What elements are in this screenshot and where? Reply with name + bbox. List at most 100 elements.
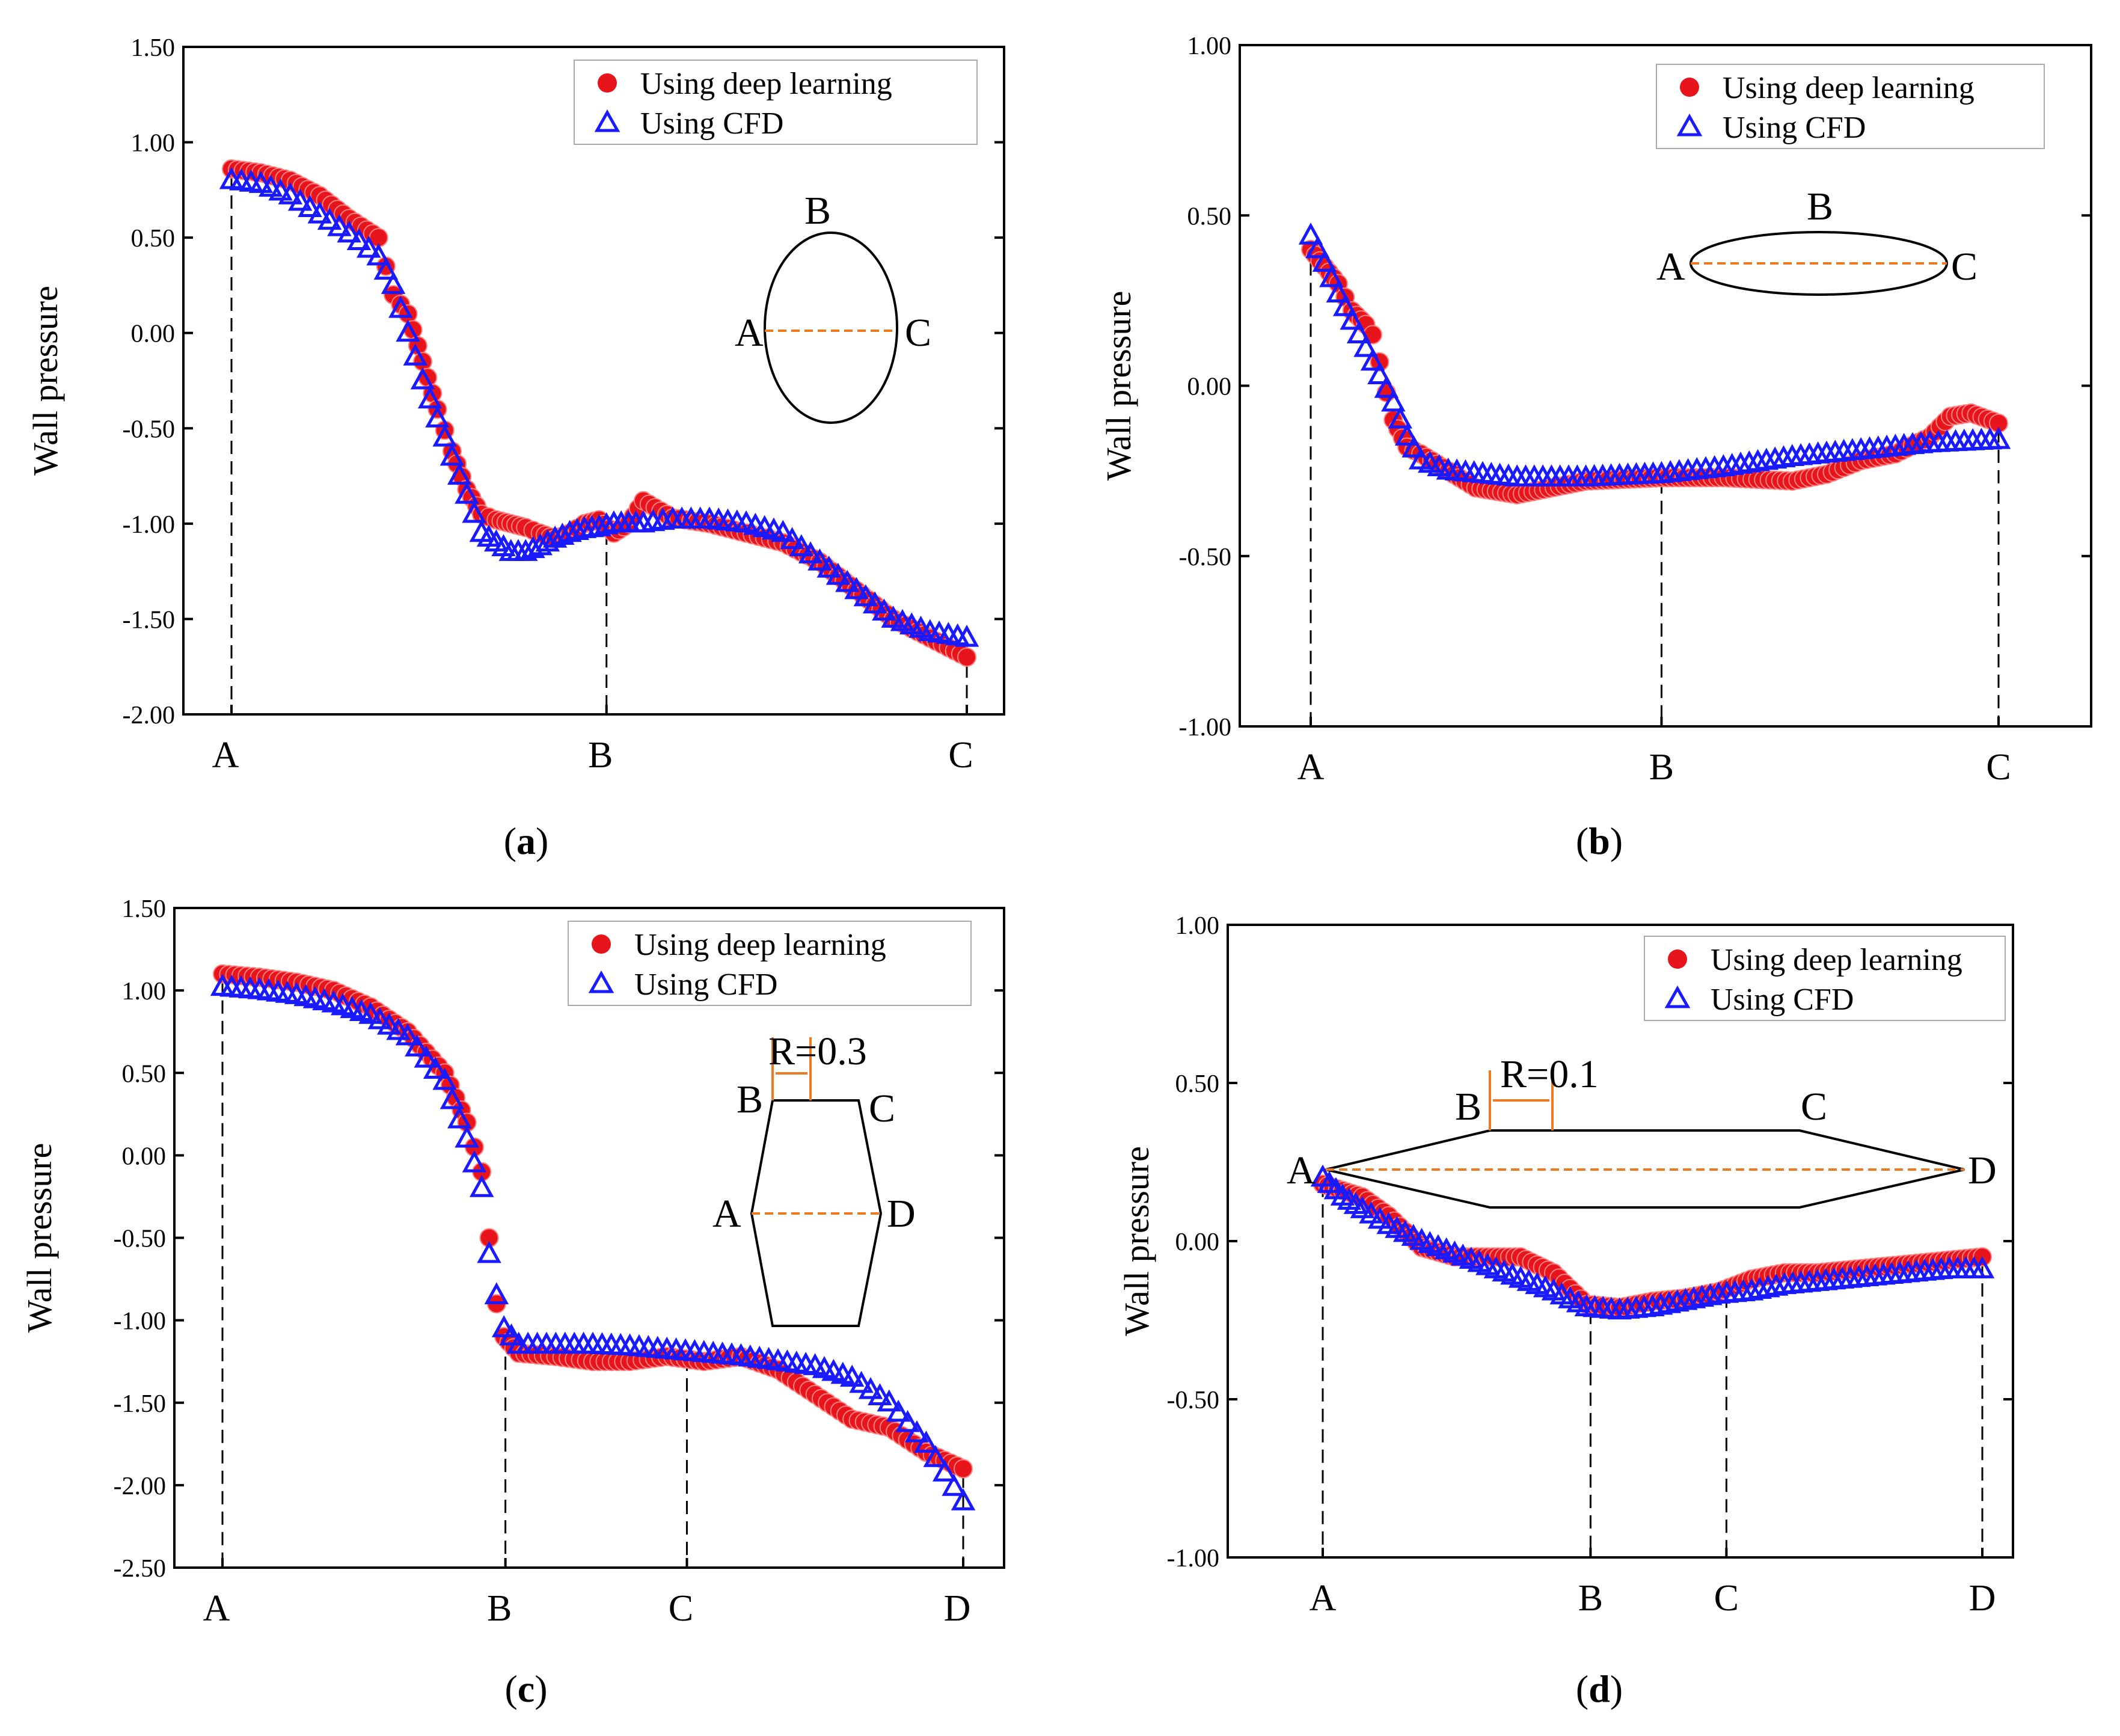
x-category-label: B (487, 1588, 512, 1629)
panel-caption: (c) (504, 1667, 547, 1710)
panel-d: 1.00 0.50 0.00 -0.50 -1.00 Wall pressure A B C D U… (1117, 912, 2014, 1710)
cfd-point (373, 257, 399, 280)
cfd-point (1360, 348, 1385, 371)
shape-inset: A B C (735, 189, 931, 424)
y-tick-label: 0.00 (122, 1143, 167, 1170)
caption-letter: b (1588, 820, 1610, 862)
cfd-point (405, 1034, 429, 1057)
cfd-point (327, 214, 352, 236)
cfd-point (1332, 294, 1358, 316)
panel-c: 1.50 1.00 0.50 0.00 -0.50 -1.00 -1.50 -2.00 -2.5… (20, 895, 1005, 1710)
x-category-label: A (212, 735, 239, 776)
x-category-label: C (1986, 747, 2011, 788)
cfd-point (278, 182, 303, 204)
shape-outline (764, 232, 898, 424)
cfd-point (1346, 321, 1371, 344)
legend-cfd-label: Using CFD (634, 968, 777, 1002)
x-category-label: A (1310, 1578, 1337, 1619)
cfd-point (410, 367, 435, 390)
cfd-point (1986, 426, 2011, 449)
y-axis-label: Wall pressure (1117, 1146, 1156, 1336)
legend-box (1656, 64, 2045, 149)
y-tick-label: 0.50 (1187, 203, 1232, 230)
legend-cfd-swatch (588, 970, 614, 993)
cfd-point (447, 1106, 472, 1129)
cfd-point (432, 1067, 457, 1090)
cfd-point (395, 1023, 420, 1046)
y-tick-label: 1.00 (131, 130, 176, 158)
cfd-point (886, 1399, 911, 1422)
legend-dl-label: Using deep learning (634, 928, 886, 962)
cfd-point (1359, 1201, 1383, 1224)
cfd-point (499, 1323, 524, 1346)
cfd-point (484, 1282, 509, 1304)
shape-label-d: D (1968, 1149, 1997, 1192)
caption-letter: a (516, 820, 536, 862)
cfd-point (826, 562, 851, 585)
cfd-point (469, 1175, 494, 1197)
shape-label-b: B (804, 189, 831, 233)
shape-inset: R=0.1 A B C D (1287, 1052, 1997, 1209)
cfd-point (923, 1445, 948, 1467)
cfd-point (455, 1125, 479, 1148)
legend-dl-swatch (592, 934, 611, 954)
legend-dl-swatch (598, 73, 617, 93)
cfd-point (417, 386, 443, 409)
cfd-point (1319, 265, 1344, 287)
x-category-label: A (1297, 747, 1325, 788)
cfd-point (932, 1459, 957, 1482)
cfd-point (447, 462, 472, 485)
legend: Using deep learning Using CFD (568, 921, 972, 1006)
cfd-point (839, 1364, 865, 1387)
cfd-point (895, 1409, 920, 1432)
shape-label-d: D (887, 1192, 916, 1236)
cfd-point (1673, 1287, 1698, 1310)
cfd-point (403, 343, 427, 366)
cfd-point (1326, 280, 1350, 303)
cfd-point (1970, 1256, 1995, 1278)
legend-box (568, 921, 972, 1006)
shape-label-b: B (737, 1078, 763, 1121)
cfd-point (780, 527, 804, 550)
cfd-point (396, 319, 420, 342)
shape-label-c: C (905, 311, 931, 355)
legend-box (574, 60, 978, 145)
shape-label-a: A (735, 311, 764, 355)
cfd-point (1374, 375, 1399, 398)
y-tick-label: -1.50 (123, 606, 176, 634)
cfd-point (951, 1488, 976, 1511)
cfd-point (425, 405, 450, 428)
cfd-point (462, 1150, 487, 1173)
cfd-point (298, 195, 322, 218)
legend: Using deep learning Using CFD (1644, 936, 2006, 1021)
radius-annotation: R=0.1 (1500, 1052, 1599, 1096)
y-tick-label: -1.00 (1179, 714, 1232, 741)
cfd-point (386, 1017, 411, 1040)
panels: 1.50 1.00 0.50 0.00 -0.50 -1.00 -1.50 -2.00 Wall… (20, 32, 2092, 1710)
cfd-point (1353, 335, 1378, 357)
cfd-point (455, 482, 479, 504)
y-tick-label: -1.50 (114, 1390, 167, 1418)
y-tick-label: 0.00 (1187, 373, 1232, 401)
cfd-point (1402, 435, 1426, 458)
radius-annotation: R=0.3 (768, 1029, 867, 1073)
y-tick-label: -0.50 (1167, 1387, 1220, 1414)
cfd-point (357, 235, 381, 258)
cfd-point (557, 520, 582, 542)
cfd-point (844, 577, 869, 600)
cfd-point (1367, 1206, 1392, 1229)
cfd-point (1747, 1277, 1772, 1299)
y-tick-label: 1.00 (122, 978, 167, 1005)
cfd-point (307, 201, 332, 224)
legend-box (1644, 936, 2006, 1021)
cfd-point (337, 220, 361, 243)
y-tick-label: 0.00 (131, 321, 176, 348)
cfd-point (248, 171, 274, 193)
y-tick-label: -1.00 (1167, 1545, 1220, 1572)
panel-b: 1.00 0.50 0.00 -0.50 -1.00 Wall pressure A B C Us… (1099, 32, 2092, 862)
x-category-label: C (948, 735, 973, 776)
cfd-point (954, 624, 979, 647)
series-cfd (219, 167, 979, 647)
cfd-point (798, 541, 823, 563)
